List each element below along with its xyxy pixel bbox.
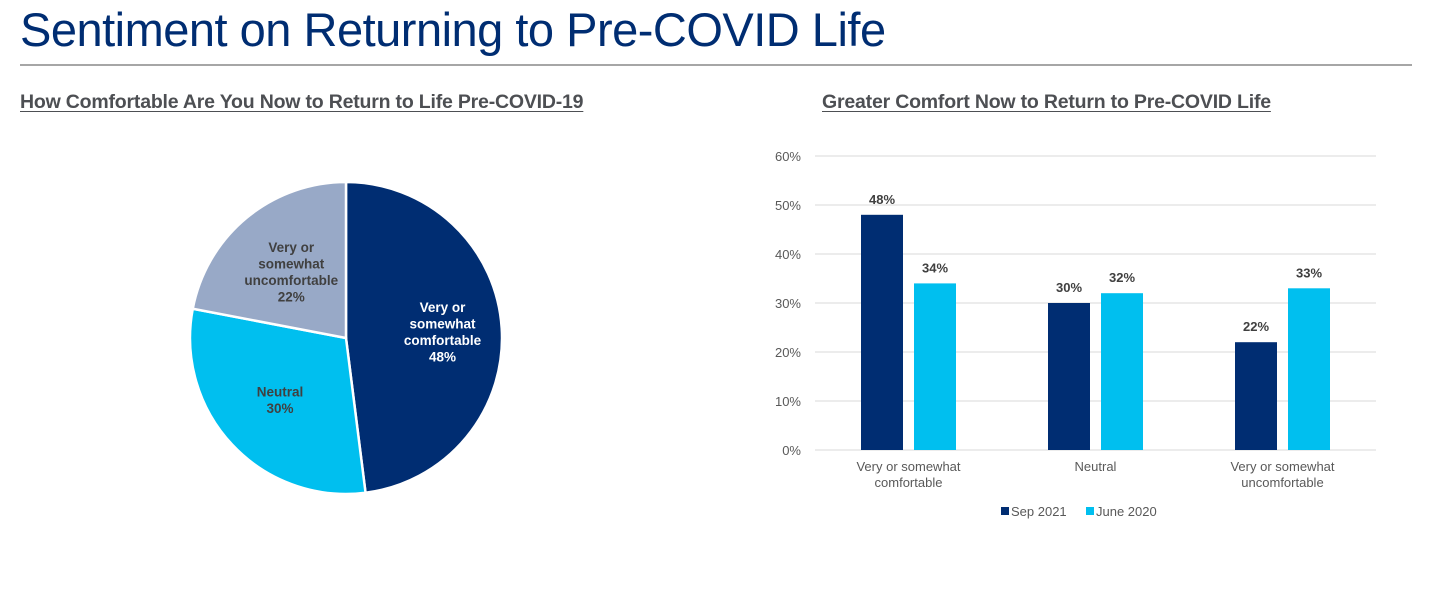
bar-chart-title: Greater Comfort Now to Return to Pre-COV…: [822, 91, 1271, 113]
pie-chart-title: How Comfortable Are You Now to Return to…: [20, 91, 584, 113]
pie-slice-very-or-somewhat-comfortable: [344, 180, 504, 495]
legend-swatch: [1001, 507, 1009, 515]
data-label: 48%: [869, 192, 895, 207]
y-tick-label: 10%: [775, 394, 801, 409]
pie-slice-neutral: [188, 307, 367, 496]
bar-june-2020-very-or-somewhat-comfortable: [914, 283, 956, 450]
y-tick-label: 30%: [775, 296, 801, 311]
legend-swatch: [1086, 507, 1094, 515]
bar-chart: 0%10%20%30%40%50%60% 48%34%30%32%22%33% …: [775, 149, 1376, 519]
page-title: Sentiment on Returning to Pre-COVID Life: [20, 3, 886, 56]
x-tick-label: Very or somewhat comfortable: [856, 459, 960, 490]
x-tick-label: Neutral: [1075, 459, 1117, 474]
legend-item-sep-2021: Sep 2021: [1001, 504, 1067, 519]
bar-june-2020-neutral: [1101, 293, 1143, 450]
x-tick-label: Very or somewhat uncomfortable: [1230, 459, 1334, 490]
pie-label-very-or-somewhat-uncomfortable: Very or somewhat uncomfortable 22%: [244, 240, 338, 305]
y-tick-label: 0%: [782, 443, 801, 458]
bar-sep-2021-very-or-somewhat-comfortable: [861, 214, 903, 450]
legend-label: June 2020: [1096, 504, 1157, 519]
y-tick-label: 50%: [775, 198, 801, 213]
legend-item-june-2020: June 2020: [1086, 504, 1157, 519]
data-label: 22%: [1243, 319, 1269, 334]
y-tick-label: 20%: [775, 345, 801, 360]
bar-june-2020-very-or-somewhat-uncomfortable: [1288, 288, 1330, 450]
y-tick-label: 40%: [775, 247, 801, 262]
title-divider: [20, 64, 1412, 66]
data-label: 33%: [1296, 265, 1322, 280]
data-label: 32%: [1109, 270, 1135, 285]
pie-label-very-or-somewhat-comfortable: Very or somewhat comfortable 48%: [404, 300, 482, 365]
pie-chart: Very or somewhat comfortable 48% Neutral 30% V…: [188, 180, 504, 496]
bar-sep-2021-very-or-somewhat-uncomfortable: [1235, 342, 1277, 450]
bar-sep-2021-neutral: [1048, 303, 1090, 450]
data-label: 30%: [1056, 280, 1082, 295]
pie-slice-very-or-somewhat-uncomfortable: [191, 180, 348, 340]
pie-label-neutral: Neutral 30%: [257, 385, 304, 417]
legend-label: Sep 2021: [1011, 504, 1067, 519]
y-tick-label: 60%: [775, 149, 801, 164]
data-label: 34%: [922, 260, 948, 275]
